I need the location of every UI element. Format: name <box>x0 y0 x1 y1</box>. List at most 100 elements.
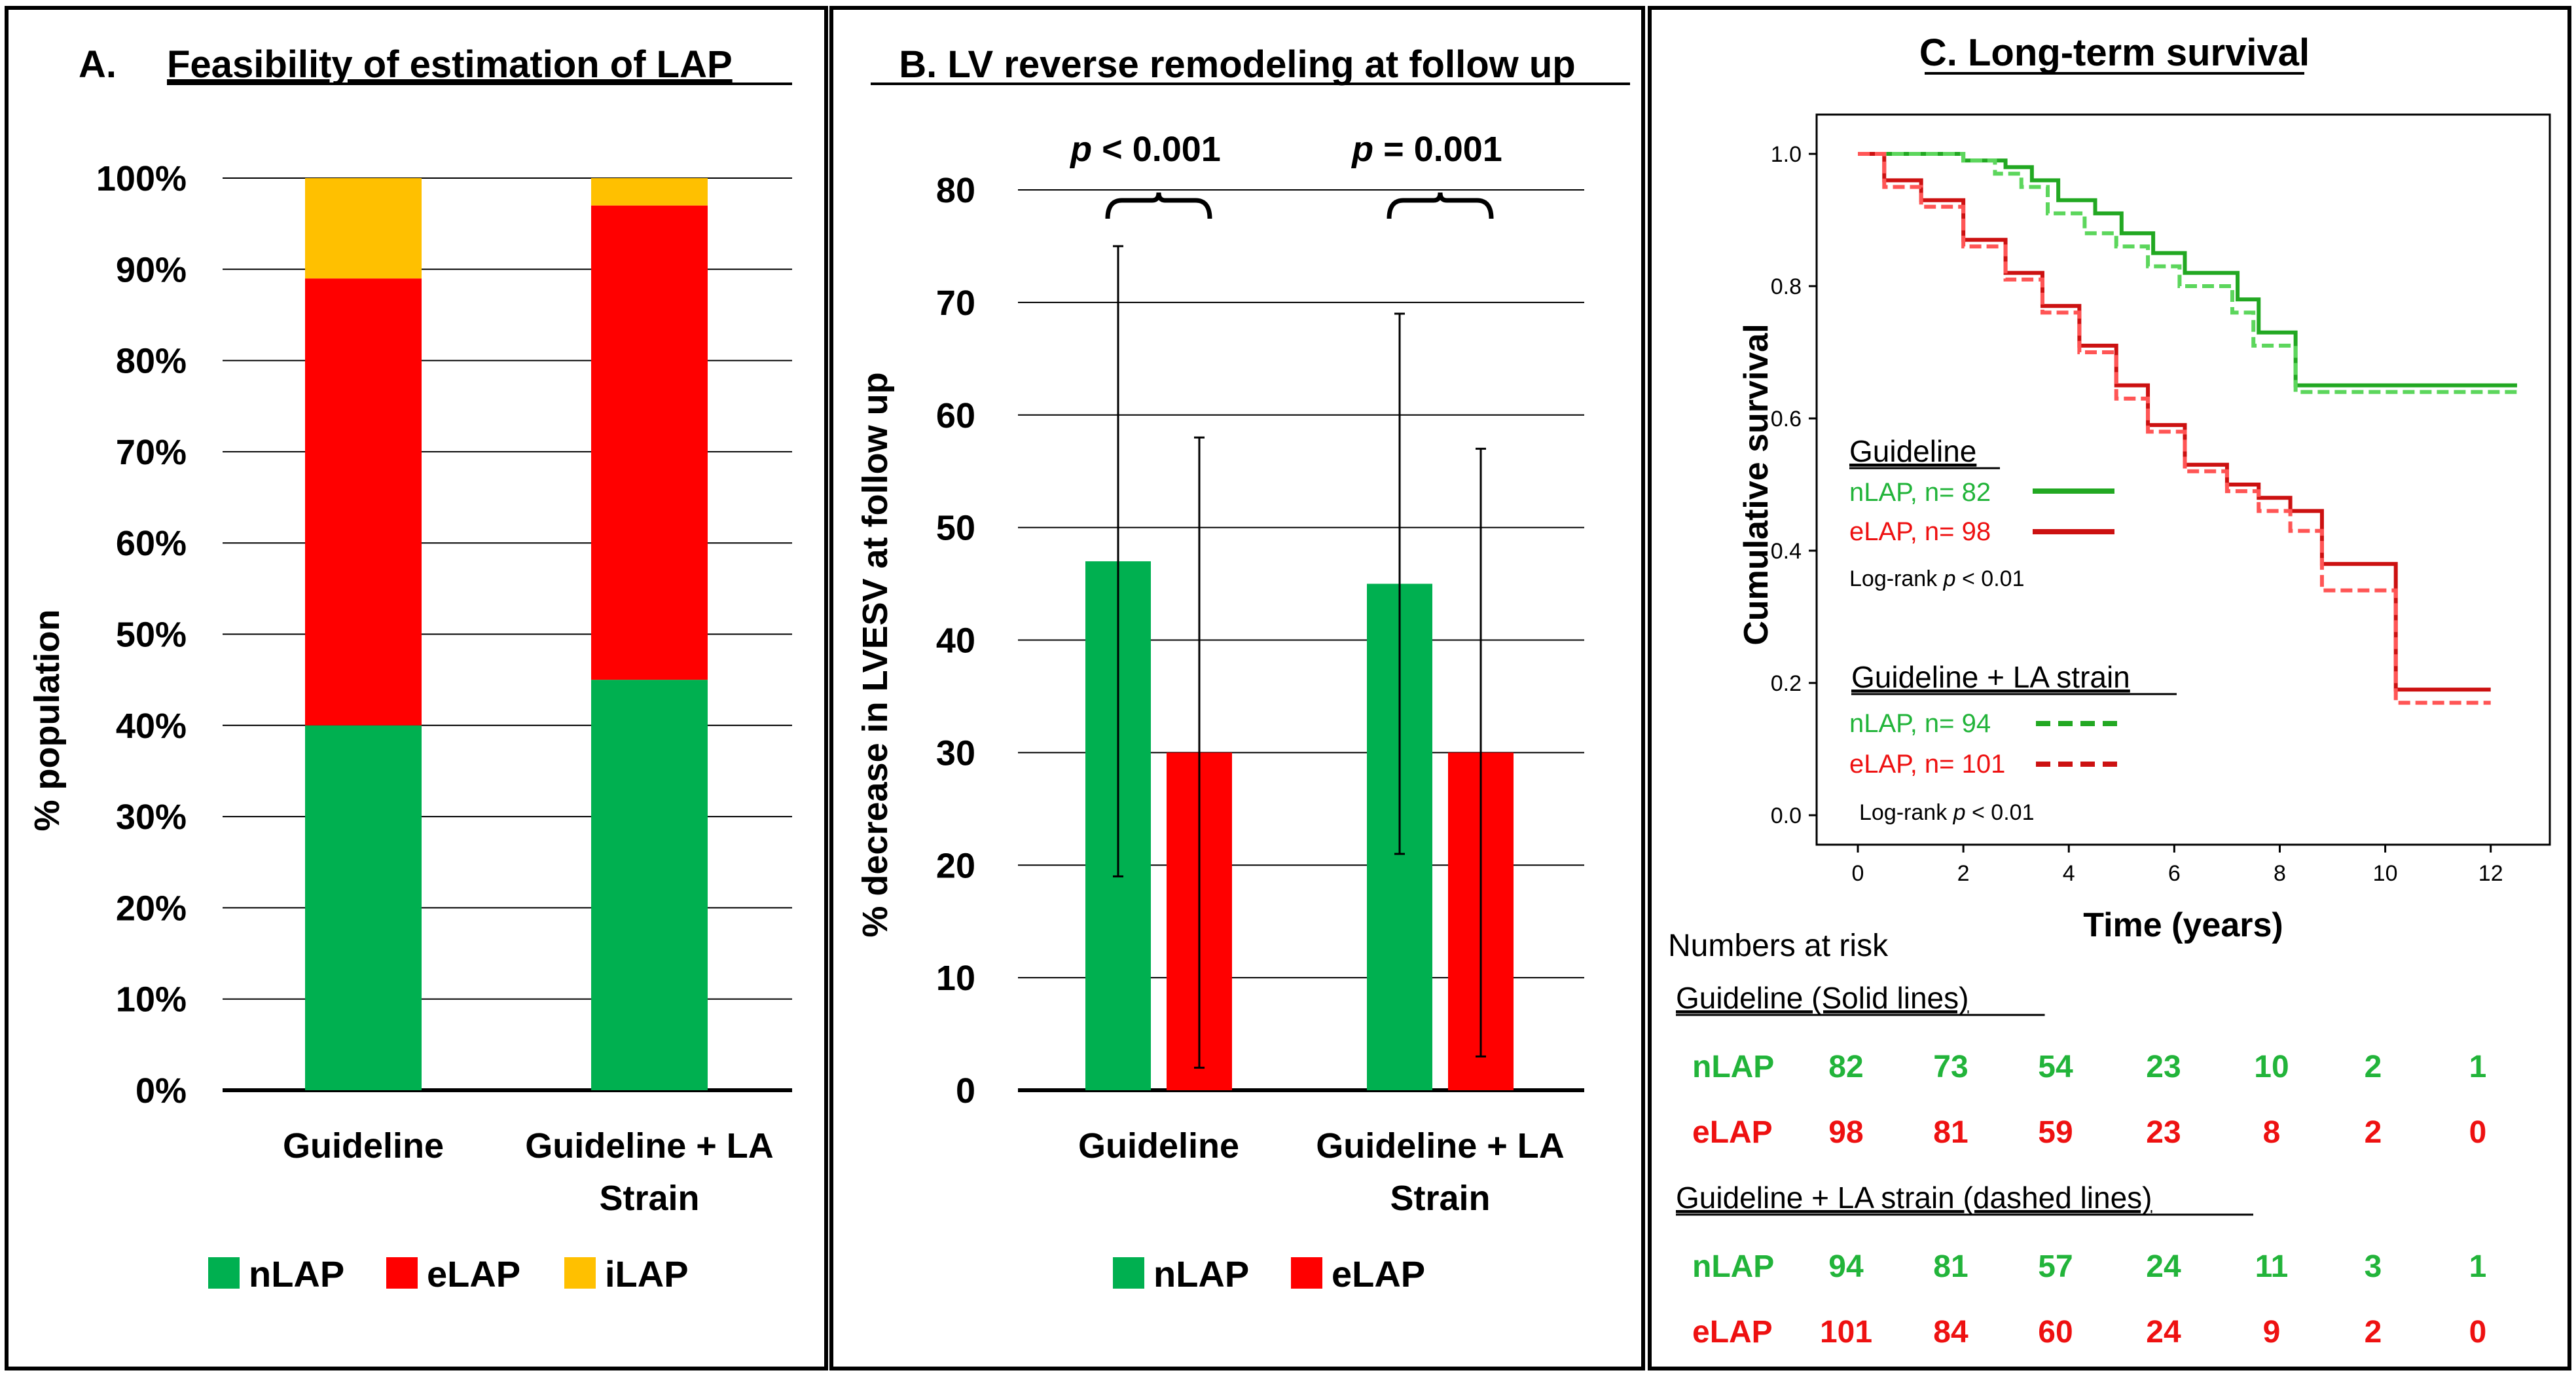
km-x-axis-label: Time (years) <box>2083 906 2283 944</box>
panel-a-frame <box>5 6 828 1370</box>
panel-a-legend-elap-swatch <box>386 1257 418 1289</box>
km-curve-guideline-nlap <box>1858 152 2517 388</box>
risk-table-cell: 0 <box>2469 1315 2487 1350</box>
km-x-tick-label: 2 <box>1957 861 1970 886</box>
panel-a-y-tick-label: 50% <box>116 616 187 655</box>
panel-a-y-tick-label: 90% <box>116 250 187 289</box>
panel-b-y-tick-label: 80 <box>936 171 975 210</box>
km-plot-frame <box>1815 113 2551 846</box>
km-y-tick-label: 0.4 <box>1771 539 1802 564</box>
km-legend-la-strain-elap: eLAP, n= 101 <box>1849 750 2005 779</box>
km-legend-la-strain-nlap: nLAP, n= 94 <box>1849 709 1991 738</box>
km-legend-la-strain-title: Guideline + LA strain <box>1851 660 2130 694</box>
risk-table-row-label: nLAP <box>1692 1249 1774 1284</box>
risk-table-section-label: Guideline + LA strain (dashed lines) <box>1676 1181 2152 1215</box>
km-legend-guideline-logrank: Log-rank p < 0.01 <box>1849 566 2024 591</box>
risk-table-cell: 57 <box>2038 1249 2073 1284</box>
risk-table-cell: 2 <box>2365 1050 2382 1084</box>
panel-a-x-label-guideline-la-strain-line2: Strain <box>599 1179 699 1218</box>
risk-table-title: Numbers at risk <box>1668 929 1889 963</box>
panel-b-x-label-guideline-la-strain-line1: Guideline + LA <box>1316 1126 1565 1166</box>
panel-b-y-tick-label: 30 <box>936 733 975 773</box>
risk-table-cell: 10 <box>2254 1050 2289 1084</box>
risk-table-cell: 81 <box>1933 1115 1968 1150</box>
risk-table-cell: 73 <box>1933 1050 1968 1084</box>
km-curve-guideline-la-strain-nlap <box>1858 152 2517 394</box>
risk-table-cell: 8 <box>2263 1115 2281 1150</box>
risk-table-row-label: eLAP <box>1692 1315 1773 1350</box>
panel-a: A. Feasibility of estimation of LAP 0% 10… <box>27 43 792 1295</box>
risk-table-cell: 23 <box>2146 1115 2181 1150</box>
panel-b-bracket <box>1105 192 1212 219</box>
risk-table-row-label: eLAP <box>1692 1115 1773 1150</box>
km-x-tick-label: 12 <box>2478 861 2503 886</box>
panel-b-x-label-guideline: Guideline <box>1078 1126 1239 1166</box>
risk-table-cell: 0 <box>2469 1115 2487 1150</box>
panel-b-y-tick-label: 40 <box>936 621 975 661</box>
panel-b-y-tick-label: 50 <box>936 509 975 548</box>
risk-table-cell: 2 <box>2365 1115 2382 1150</box>
panel-b-frame <box>829 6 1645 1370</box>
panel-b-y-tick-label: 10 <box>936 959 975 998</box>
km-legend-guideline-title: Guideline <box>1849 434 1976 468</box>
panel-a-y-tick-label: 20% <box>116 889 187 928</box>
panel-b-title: B. LV reverse remodeling at follow up <box>899 43 1575 86</box>
km-legend-guideline-elap: eLAP, n= 98 <box>1849 517 1991 546</box>
panel-a-bar-ilap <box>305 178 422 279</box>
risk-table-cell: 11 <box>2255 1249 2289 1284</box>
risk-table-cell: 98 <box>1828 1115 1863 1150</box>
panel-a-y-tick-label: 80% <box>116 342 187 381</box>
panel-b-legend-nlap-label: nLAP <box>1153 1253 1249 1295</box>
panel-b-bracket <box>1387 192 1494 219</box>
km-x-tick-label: 10 <box>2373 861 2398 886</box>
km-curve-guideline-elap <box>1858 152 2491 692</box>
risk-table-cell: 84 <box>1933 1315 1968 1350</box>
panel-a-y-tick-label: 100% <box>96 159 187 198</box>
panel-b-x-label-guideline-la-strain-line2: Strain <box>1390 1179 1490 1218</box>
risk-table-cell: 1 <box>2469 1050 2487 1084</box>
risk-table-section-label: Guideline (Solid lines) <box>1676 981 1968 1015</box>
km-y-tick-label: 0.8 <box>1771 274 1802 299</box>
panel-c-title: C. Long-term survival <box>1919 31 2310 74</box>
panel-b-p-value: p = 0.001 <box>1351 130 1502 169</box>
km-y-tick-label: 0.2 <box>1771 671 1802 696</box>
panel-a-legend-elap-label: eLAP <box>427 1253 520 1295</box>
panel-a-title: Feasibility of estimation of LAP <box>167 43 733 86</box>
panel-c: C. Long-term survival 0 2 4 6 8 10 120.00.20.4… <box>1668 31 2551 1350</box>
km-x-tick-label: 8 <box>2274 861 2286 886</box>
panel-a-y-tick-label: 0% <box>136 1071 187 1111</box>
panel-a-y-tick-label: 10% <box>116 980 187 1020</box>
risk-table-cell: 24 <box>2146 1315 2181 1350</box>
panel-b-legend-elap-label: eLAP <box>1332 1253 1425 1295</box>
km-x-tick-label: 6 <box>2168 861 2181 886</box>
risk-table-cell: 81 <box>1933 1249 1968 1284</box>
panel-b-y-tick-label: 0 <box>956 1071 975 1111</box>
panel-a-legend-nlap-label: nLAP <box>249 1253 344 1295</box>
panel-a-legend-ilap-label: iLAP <box>605 1253 689 1295</box>
panel-b-legend-elap-swatch <box>1291 1257 1322 1289</box>
km-curve-guideline-la-strain-elap <box>1858 152 2491 705</box>
panel-a-y-tick-label: 70% <box>116 433 187 472</box>
km-y-tick-label: 0.6 <box>1771 407 1802 432</box>
panel-a-bar-elap <box>591 205 708 680</box>
panel-c-frame <box>1648 6 2571 1370</box>
panel-a-x-label-guideline-la-strain-line1: Guideline + LA <box>525 1126 774 1166</box>
km-y-axis-label: Cumulative survival <box>1737 323 1775 645</box>
risk-table-cell: 60 <box>2038 1315 2073 1350</box>
risk-table-cell: 23 <box>2146 1050 2181 1084</box>
panel-a-x-label-guideline: Guideline <box>283 1126 444 1166</box>
km-legend-la-strain-logrank: Log-rank p < 0.01 <box>1859 800 2034 825</box>
panel-a-bar-nlap <box>305 725 422 1090</box>
panel-b-legend-nlap-swatch <box>1113 1257 1144 1289</box>
panel-a-legend-nlap-swatch <box>208 1257 240 1289</box>
panel-a-bar-elap <box>305 278 422 726</box>
panel-b-p-value: p < 0.001 <box>1069 130 1221 169</box>
km-legend-guideline-nlap: nLAP, n= 82 <box>1849 478 1991 507</box>
risk-table-cell: 1 <box>2469 1249 2487 1284</box>
panel-b-y-axis-label: % decrease in LVESV at follow up <box>856 372 895 937</box>
risk-table-cell: 101 <box>1820 1315 1872 1350</box>
panel-b-y-tick-label: 60 <box>936 396 975 435</box>
panel-a-bar-ilap <box>591 178 708 206</box>
panel-a-y-axis-label: % population <box>27 610 67 832</box>
